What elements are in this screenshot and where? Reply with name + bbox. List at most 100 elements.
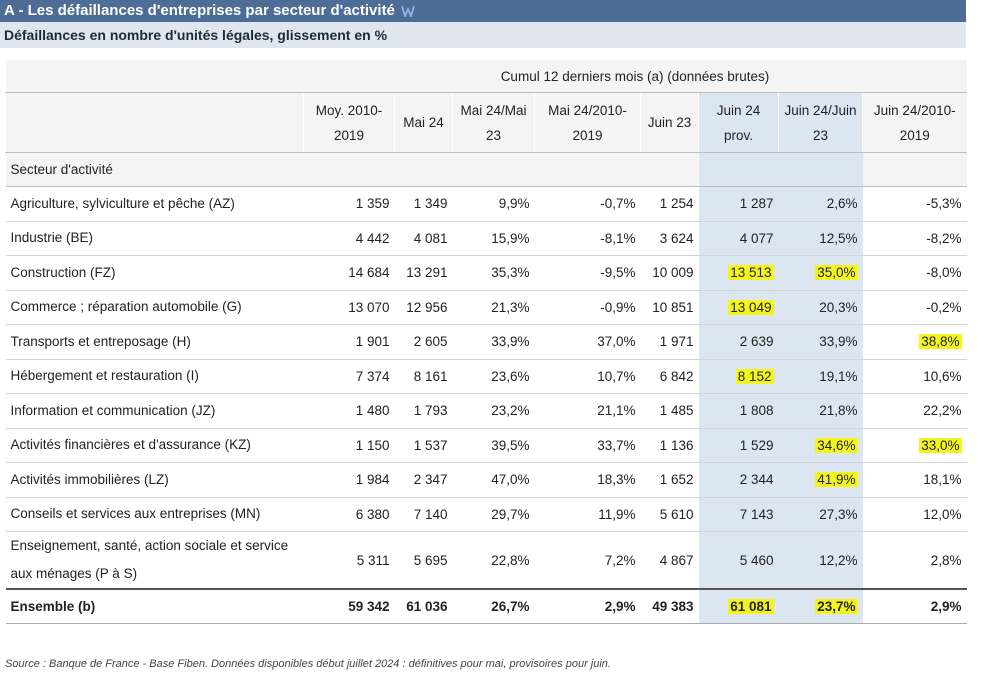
value: 23,2% bbox=[491, 403, 530, 419]
column-header: Mai 24/2010-2019 bbox=[534, 92, 641, 153]
empty-cell bbox=[5, 92, 304, 153]
value: 1 901 bbox=[355, 334, 390, 350]
cell: 1 652 bbox=[640, 462, 699, 498]
value: 18,1% bbox=[923, 472, 962, 488]
cell: 35,3% bbox=[452, 255, 535, 291]
cell: 4 442 bbox=[303, 221, 395, 256]
value: -0,2% bbox=[926, 299, 962, 315]
cell: 7,2% bbox=[534, 531, 641, 590]
cell: 12,5% bbox=[778, 221, 863, 256]
cell: 10,6% bbox=[862, 359, 967, 394]
word-icon bbox=[401, 5, 415, 19]
cell: 2 347 bbox=[394, 462, 453, 498]
row-label: Transports et entreposage (H) bbox=[5, 324, 304, 360]
empty-cell bbox=[452, 152, 535, 187]
cell: 8 161 bbox=[394, 359, 453, 394]
value: -9,5% bbox=[600, 265, 636, 281]
highlighted-value: 8 152 bbox=[735, 368, 774, 384]
row-label: Commerce ; réparation automobile (G) bbox=[5, 290, 304, 325]
cell: 1 537 bbox=[394, 428, 453, 463]
cell: 1 254 bbox=[640, 186, 699, 222]
row-label: Industrie (BE) bbox=[5, 221, 304, 256]
value: 59 342 bbox=[348, 599, 390, 614]
cell: 6 380 bbox=[303, 497, 395, 532]
cell: 38,8% bbox=[862, 324, 967, 360]
cell: 2,9% bbox=[862, 588, 967, 624]
cell: 34,6% bbox=[778, 428, 863, 463]
value: 20,3% bbox=[819, 299, 858, 315]
value: -0,9% bbox=[600, 299, 636, 315]
value: 29,7% bbox=[491, 506, 530, 522]
value: 21,1% bbox=[597, 403, 636, 419]
cell: 22,2% bbox=[862, 393, 967, 429]
cell: 14 684 bbox=[303, 255, 395, 291]
value: 1 808 bbox=[739, 403, 774, 419]
value: 5 610 bbox=[659, 506, 694, 522]
cell: 6 842 bbox=[640, 359, 699, 394]
row-label: Activités immobilières (LZ) bbox=[5, 462, 304, 498]
value: 14 684 bbox=[348, 265, 390, 281]
value: 37,0% bbox=[597, 334, 636, 350]
source-note: Source : Banque de France - Base Fiben. … bbox=[5, 658, 611, 670]
cell: 5 695 bbox=[394, 531, 453, 590]
row-label: Information et communication (JZ) bbox=[5, 393, 304, 429]
cell: 21,8% bbox=[778, 393, 863, 429]
cell: 59 342 bbox=[303, 588, 395, 624]
data-row: Transports et entreposage (H) 1 901 2 605 3… bbox=[5, 324, 967, 360]
column-header: Moy. 2010-2019 bbox=[303, 92, 395, 153]
value: 2 639 bbox=[739, 334, 774, 350]
title-bar: A - Les défaillances d'entreprises par s… bbox=[0, 0, 966, 22]
cell: 5 311 bbox=[303, 531, 395, 590]
value: 9,9% bbox=[498, 196, 530, 212]
empty-cell bbox=[534, 152, 641, 187]
value: 2 605 bbox=[413, 334, 448, 350]
empty-cell bbox=[303, 152, 395, 187]
cell: 1 287 bbox=[698, 186, 779, 222]
subtitle: Défaillances en nombre d'unités légales,… bbox=[0, 22, 966, 48]
highlighted-value: 13 513 bbox=[728, 265, 774, 281]
value: 26,7% bbox=[491, 599, 530, 614]
cell: 9,9% bbox=[452, 186, 535, 222]
value: 1 485 bbox=[659, 403, 694, 419]
value: 1 971 bbox=[659, 334, 694, 350]
value: 3 624 bbox=[659, 230, 694, 246]
cell: 33,0% bbox=[862, 428, 967, 463]
value: -8,0% bbox=[926, 265, 962, 281]
value: 35,3% bbox=[491, 265, 530, 281]
cell: 20,3% bbox=[778, 290, 863, 325]
cell: 2,9% bbox=[534, 588, 641, 624]
value: 27,3% bbox=[819, 506, 858, 522]
value: 1 793 bbox=[413, 403, 448, 419]
data-row: Activités financières et d'assurance (KZ… bbox=[5, 428, 967, 463]
highlighted-value: 34,6% bbox=[815, 437, 858, 453]
cell: 21,3% bbox=[452, 290, 535, 325]
cell: 47,0% bbox=[452, 462, 535, 498]
value: 7 374 bbox=[355, 368, 390, 384]
cell: 1 485 bbox=[640, 393, 699, 429]
cell: 1 971 bbox=[640, 324, 699, 360]
cell: 13 070 bbox=[303, 290, 395, 325]
value: -5,3% bbox=[926, 196, 962, 212]
column-header: Mai 24/Mai 23 bbox=[452, 92, 535, 153]
value: 1 150 bbox=[355, 437, 390, 453]
group-header-row: Cumul 12 derniers mois (a) (données brut… bbox=[5, 60, 967, 93]
cell: 10 851 bbox=[640, 290, 699, 325]
value: 1 359 bbox=[355, 196, 390, 212]
value: 8 161 bbox=[413, 368, 448, 384]
cell: 22,8% bbox=[452, 531, 535, 590]
highlighted-value: 35,0% bbox=[815, 265, 858, 281]
cell: 1 136 bbox=[640, 428, 699, 463]
data-row: Industrie (BE) 4 442 4 081 15,9% -8,1% 3 624 4… bbox=[5, 221, 967, 256]
column-header: Juin 24/Juin 23 bbox=[778, 92, 863, 153]
cell: 2 639 bbox=[698, 324, 779, 360]
value: 13 291 bbox=[406, 265, 448, 281]
value: 6 842 bbox=[659, 368, 694, 384]
cell: 4 867 bbox=[640, 531, 699, 590]
value: 10,7% bbox=[597, 368, 636, 384]
value: 1 529 bbox=[739, 437, 774, 453]
value: 39,5% bbox=[491, 437, 530, 453]
cell: 1 349 bbox=[394, 186, 453, 222]
cell: 7 143 bbox=[698, 497, 779, 532]
cell: 49 383 bbox=[640, 588, 699, 624]
